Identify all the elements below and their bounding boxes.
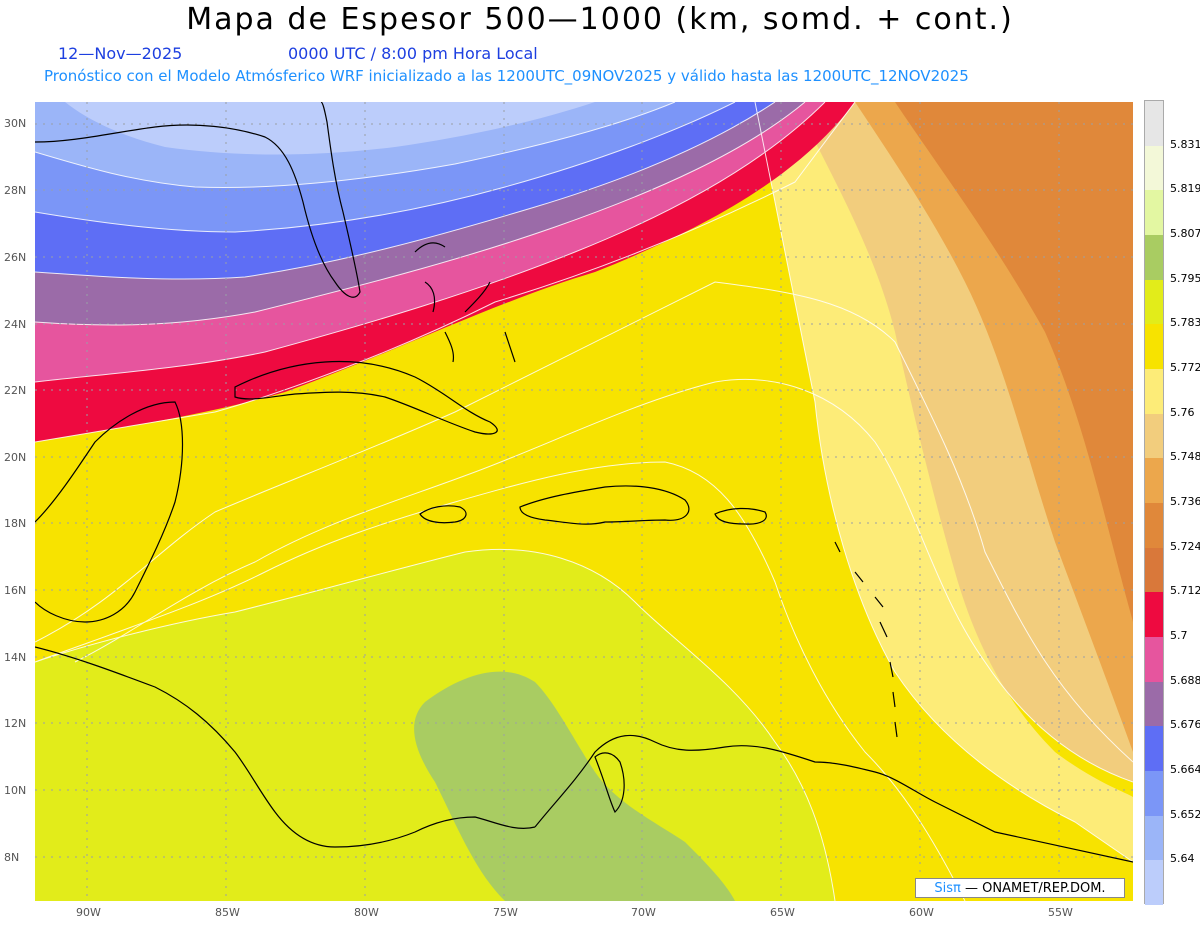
lon-label: 65W — [770, 906, 795, 919]
colorbar-swatch — [1145, 190, 1163, 235]
lon-label: 75W — [493, 906, 518, 919]
contour-lines — [35, 102, 1133, 901]
forecast-date: 12—Nov—2025 — [58, 44, 183, 63]
lon-label: 60W — [909, 906, 934, 919]
credit-text: — ONAMET/REP.DOM. — [965, 881, 1106, 896]
lat-label: 16N — [4, 584, 27, 597]
colorbar-swatch — [1145, 547, 1163, 593]
coast-jamaica — [419, 505, 467, 524]
colorbar — [1144, 100, 1164, 905]
colorbar-label: 5.688 — [1170, 673, 1200, 687]
forecast-time: 0000 UTC / 8:00 pm Hora Local — [288, 44, 538, 63]
coast-hispaniola — [519, 485, 690, 525]
lat-label: 18N — [4, 517, 27, 530]
colorbar-swatch — [1145, 324, 1163, 369]
graticule — [35, 102, 1133, 901]
colorbar-label: 5.783 — [1170, 316, 1200, 330]
credit-box: Sisπ — ONAMET/REP.DOM. — [915, 878, 1125, 898]
colorbar-label: 5.748 — [1170, 450, 1200, 464]
credit-brand: Sisπ — [934, 881, 961, 896]
colorbar-swatch — [1145, 145, 1163, 191]
coast-yucatan — [35, 401, 184, 623]
colorbar-label: 5.831 — [1170, 137, 1200, 151]
lat-label: 22N — [4, 384, 27, 397]
lat-label: 28N — [4, 184, 27, 197]
thickness-map — [35, 102, 1133, 901]
coast-florida — [35, 102, 361, 298]
colorbar-label: 5.772 — [1170, 361, 1200, 374]
colorbar-swatch — [1145, 860, 1163, 905]
colorbar-label: 5.652 — [1170, 807, 1200, 821]
coast-puerto-rico — [714, 507, 767, 525]
forecast-description: Pronóstico con el Modelo Atmósferico WRF… — [44, 67, 969, 85]
colorbar-swatch — [1145, 234, 1163, 280]
colorbar-label: 5.712 — [1170, 584, 1200, 598]
colorbar-swatch — [1145, 368, 1163, 414]
lat-label: 10N — [4, 784, 27, 797]
colorbar-label: 5.795 — [1170, 271, 1200, 285]
colorbar-swatch — [1145, 279, 1163, 325]
colorbar-label: 5.736 — [1170, 495, 1200, 508]
colorbar-swatch — [1145, 681, 1163, 727]
colorbar-label: 5.724 — [1170, 539, 1200, 553]
colorbar-swatch — [1145, 101, 1163, 146]
lat-label: 12N — [4, 717, 27, 730]
colorbar-swatch — [1145, 502, 1163, 548]
map-title: Mapa de Espesor 500—1000 (km, somd. + co… — [186, 2, 1014, 37]
lat-label: 8N — [4, 851, 20, 864]
coast-cuba — [234, 360, 498, 435]
lat-label: 30N — [4, 117, 27, 130]
colorbar-label: 5.676 — [1170, 718, 1200, 732]
lat-label: 14N — [4, 651, 27, 664]
colorbar-swatch — [1145, 815, 1163, 861]
lon-label: 80W — [354, 906, 379, 919]
colorbar-label: 5.819 — [1170, 182, 1200, 196]
colorbar-swatch — [1145, 770, 1163, 816]
colorbar-label: 5.664 — [1170, 763, 1200, 776]
lon-label: 90W — [76, 906, 101, 919]
lat-label: 24N — [4, 318, 27, 331]
colorbar-swatch — [1145, 413, 1163, 459]
lat-label: 20N — [4, 451, 27, 464]
coast-lesser-antilles — [834, 541, 898, 738]
coast-central-america — [35, 646, 536, 848]
colorbar-swatch — [1145, 592, 1163, 637]
colorbar-swatch — [1145, 726, 1163, 771]
band-green — [414, 671, 735, 901]
coast-south-america — [534, 734, 1133, 863]
lon-label: 70W — [631, 906, 656, 919]
colorbar-swatch — [1145, 458, 1163, 503]
coast-maracaibo — [594, 752, 625, 814]
colorbar-label: 5.64 — [1170, 852, 1195, 866]
coastlines — [35, 102, 1133, 863]
coast-bahamas — [414, 242, 516, 363]
lat-label: 26N — [4, 251, 27, 264]
colorbar-swatch — [1145, 636, 1163, 682]
band-blue-pale — [65, 102, 595, 155]
lon-label: 55W — [1048, 906, 1073, 919]
lon-label: 85W — [215, 906, 240, 919]
colorbar-label: 5.7 — [1170, 629, 1188, 642]
colorbar-label: 5.76 — [1170, 405, 1195, 419]
colorbar-label: 5.807 — [1170, 227, 1200, 240]
